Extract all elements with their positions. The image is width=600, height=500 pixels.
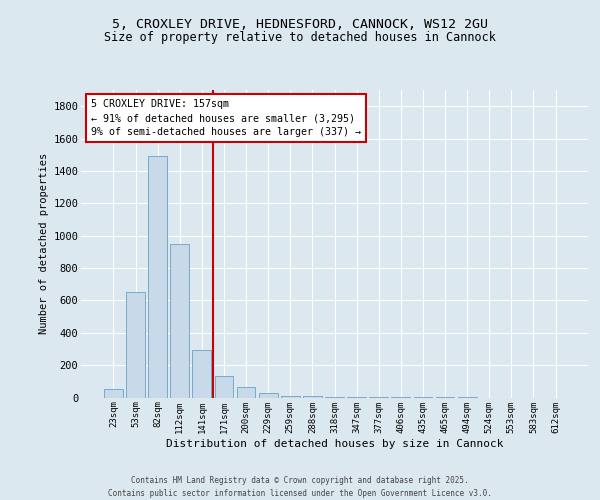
Bar [126,292,145,398]
X-axis label: Distribution of detached houses by size in Cannock: Distribution of detached houses by size … [166,440,503,450]
Bar [104,390,123,398]
Bar [236,387,256,398]
Bar [281,396,299,398]
Text: Contains HM Land Registry data © Crown copyright and database right 2025.
Contai: Contains HM Land Registry data © Crown c… [108,476,492,498]
Bar [259,394,278,398]
Text: Size of property relative to detached houses in Cannock: Size of property relative to detached ho… [104,31,496,44]
Text: 5, CROXLEY DRIVE, HEDNESFORD, CANNOCK, WS12 2GU: 5, CROXLEY DRIVE, HEDNESFORD, CANNOCK, W… [112,18,488,30]
Bar [170,244,189,398]
Bar [193,350,211,398]
Bar [148,156,167,398]
Bar [303,396,322,398]
Bar [215,376,233,398]
Bar [325,396,344,398]
Y-axis label: Number of detached properties: Number of detached properties [39,153,49,334]
Text: 5 CROXLEY DRIVE: 157sqm
← 91% of detached houses are smaller (3,295)
9% of semi-: 5 CROXLEY DRIVE: 157sqm ← 91% of detache… [91,99,361,137]
